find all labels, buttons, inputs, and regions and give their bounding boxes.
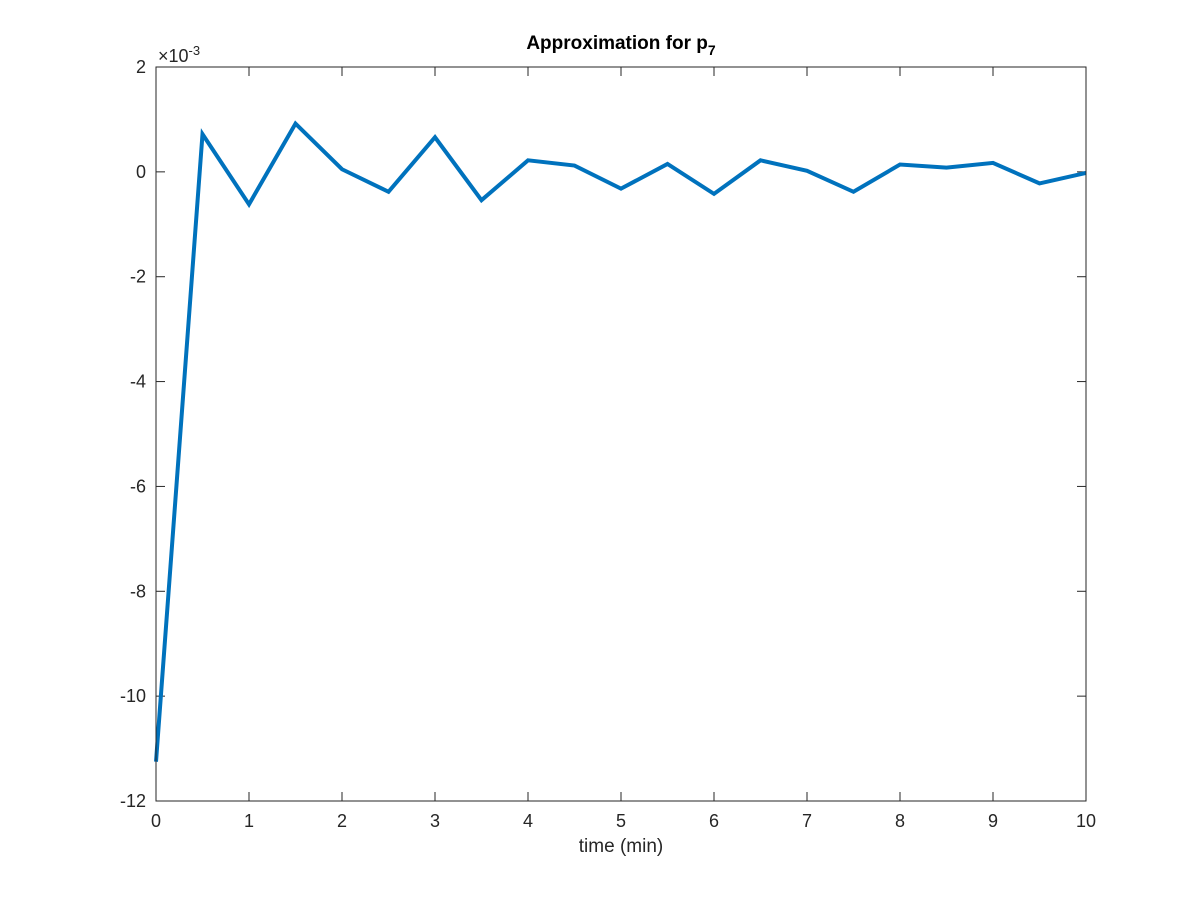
series-layer xyxy=(154,120,1087,762)
x-tick-label: 5 xyxy=(616,811,626,831)
chart-title-subscript: 7 xyxy=(708,42,716,58)
x-tick-label: 4 xyxy=(523,811,533,831)
y-tick-label: -8 xyxy=(130,581,146,601)
plot-area xyxy=(156,67,1086,801)
x-tick-label: 7 xyxy=(802,811,812,831)
x-tick-label: 9 xyxy=(988,811,998,831)
x-tick-label: 3 xyxy=(430,811,440,831)
y-exponent-power: -3 xyxy=(189,43,201,58)
x-tick-label: 2 xyxy=(337,811,347,831)
y-tick-label: -10 xyxy=(120,686,146,706)
chart-title-main: Approximation for p xyxy=(526,33,708,54)
x-axis-label: time (min) xyxy=(579,836,663,857)
labels-layer: 0 1 2 3 4 5 6 7 8 9 10 -12 -10 -8 -6 -4 -2 0 2 xyxy=(120,57,1096,831)
y-tick-label: 2 xyxy=(136,57,146,77)
x-tick-label: 10 xyxy=(1076,811,1096,831)
y-tick-label: -2 xyxy=(130,267,146,287)
x-tick-label: 6 xyxy=(709,811,719,831)
y-tick-label: 0 xyxy=(136,162,146,182)
series-line xyxy=(154,120,1087,762)
y-tick-label: -6 xyxy=(130,476,146,496)
y-exponent-label: ×10-3 xyxy=(158,43,200,66)
y-tick-label: -4 xyxy=(130,372,146,392)
x-tick-label: 1 xyxy=(244,811,254,831)
chart-title: Approximation for p7 xyxy=(526,33,716,58)
y-exponent-base: ×10 xyxy=(158,46,189,66)
axes-box xyxy=(155,66,1087,802)
x-tick-label: 0 xyxy=(151,811,161,831)
y-tick-label: -12 xyxy=(120,791,146,811)
x-tick-label: 8 xyxy=(895,811,905,831)
